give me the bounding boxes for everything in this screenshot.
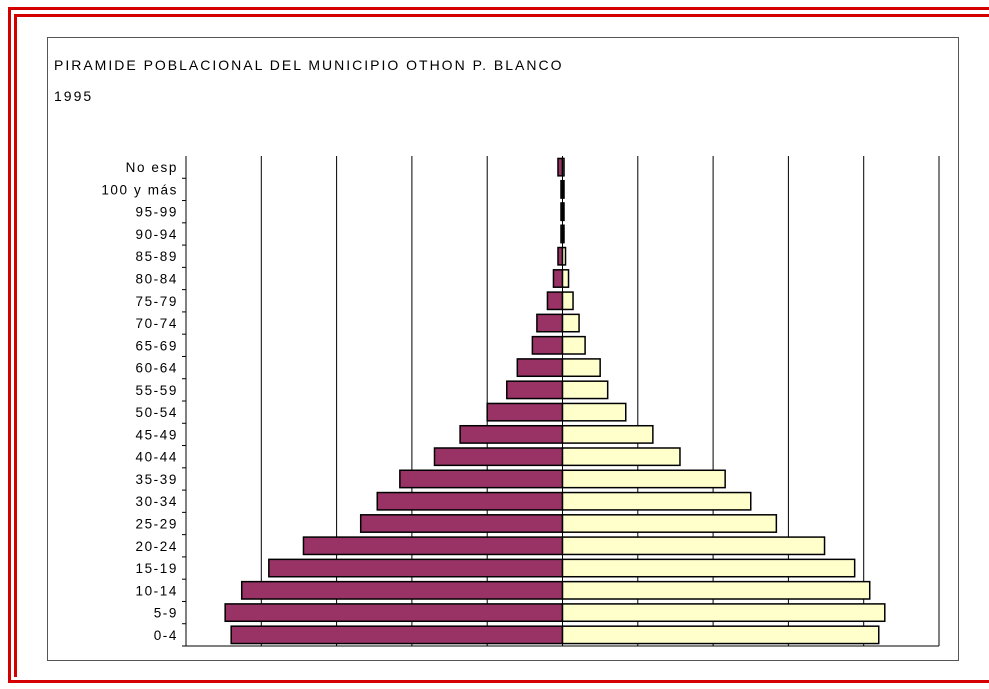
bar-series0-10-14 (240, 580, 564, 600)
y-tick-label-80-84: 80-84 (135, 272, 178, 287)
bar-series0-75-79 (546, 291, 564, 311)
bar-series1-25-29 (561, 514, 778, 533)
bar-series1-20-24 (561, 536, 826, 556)
bar-series0-25-29 (359, 514, 564, 533)
bar-series1-65-69 (561, 335, 586, 355)
bar-series1-70-74 (561, 313, 580, 333)
chart-title: PIRAMIDE POBLACIONAL DEL MUNICIPIO OTHON… (54, 57, 564, 73)
bar-series1-90-94 (561, 224, 565, 244)
bar-series1-45-49 (561, 424, 654, 444)
y-tick-label-70-74: 70-74 (135, 316, 178, 331)
bar-series1-75-79 (561, 291, 574, 311)
bar-series0-70-74 (536, 313, 564, 333)
y-tick-label-65-69: 65-69 (135, 338, 178, 353)
bar-series1-5-9 (561, 603, 886, 623)
bar-series1-50-54 (561, 402, 627, 422)
bar-series1-100-y-m-s (561, 179, 565, 199)
bar-series1-35-39 (561, 469, 726, 489)
bar-series1-30-34 (561, 491, 752, 511)
y-tick-label-85-89: 85-89 (135, 249, 178, 264)
y-tick-label-No-esp: No esp (126, 160, 178, 175)
y-tick-label-5-9: 5-9 (154, 606, 178, 621)
y-tick-label-60-64: 60-64 (135, 361, 178, 376)
y-tick-label-30-34: 30-34 (135, 494, 178, 509)
y-tick-label-100-y-m-s: 100 y más (101, 182, 178, 197)
inner-red-frame (14, 14, 989, 677)
bar-series1-15-19 (561, 558, 856, 578)
bar-series0-80-84 (552, 269, 564, 288)
y-tick-label-40-44: 40-44 (135, 450, 178, 465)
bar-series1-55-59 (561, 380, 609, 400)
bar-series0-20-24 (302, 536, 564, 556)
bar-series0-60-64 (516, 358, 564, 378)
y-tick-label-95-99: 95-99 (135, 205, 178, 220)
bar-series0-50-54 (486, 402, 564, 422)
bar-series1-0-4 (561, 625, 880, 645)
bar-series0-0-4 (230, 625, 564, 645)
bar-series0-65-69 (531, 335, 564, 355)
bar-series0-35-39 (399, 469, 564, 489)
y-tick-label-35-39: 35-39 (135, 472, 178, 487)
bar-series1-85-89 (561, 246, 567, 266)
y-tick-label-25-29: 25-29 (135, 517, 178, 532)
bar-series1-95-99 (561, 202, 565, 222)
bar-series1-60-64 (561, 358, 601, 378)
bar-series1-40-44 (561, 447, 681, 467)
bar-series0-5-9 (224, 603, 564, 623)
bar-series0-30-34 (376, 491, 564, 511)
chart-subtitle: 1995 (54, 88, 94, 104)
outer-red-frame (8, 7, 989, 683)
bar-series0-55-59 (506, 380, 564, 400)
bar-series1-No-esp (561, 157, 565, 177)
bar-series0-40-44 (433, 447, 564, 467)
bar-series0-45-49 (459, 424, 564, 444)
y-tick-label-75-79: 75-79 (135, 294, 178, 309)
y-tick-label-10-14: 10-14 (135, 583, 178, 598)
bar-series1-80-84 (561, 269, 570, 288)
bar-series1-10-14 (561, 580, 871, 600)
y-tick-label-45-49: 45-49 (135, 427, 178, 442)
y-tick-label-0-4: 0-4 (154, 628, 178, 643)
y-tick-label-55-59: 55-59 (135, 383, 178, 398)
y-tick-label-15-19: 15-19 (135, 561, 178, 576)
y-tick-label-50-54: 50-54 (135, 405, 178, 420)
bar-series0-15-19 (268, 558, 564, 578)
chart-panel (47, 37, 959, 661)
y-tick-label-90-94: 90-94 (135, 227, 178, 242)
y-tick-label-20-24: 20-24 (135, 539, 178, 554)
